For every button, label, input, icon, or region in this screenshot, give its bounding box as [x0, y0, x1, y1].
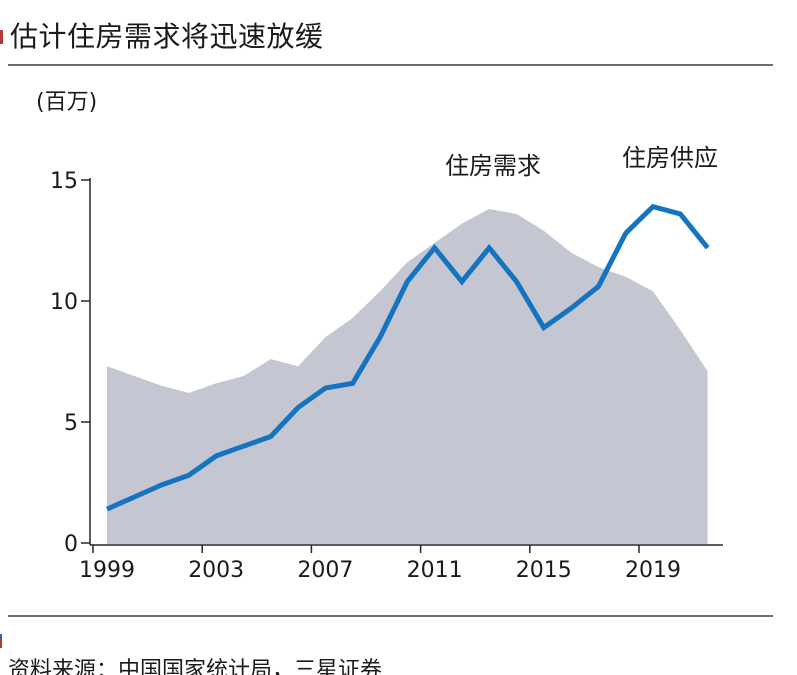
cropped-red-bullet-mark — [0, 30, 3, 44]
x-tick-label: 2011 — [407, 558, 463, 583]
x-tick-label: 1999 — [79, 558, 135, 583]
y-tick-label: 15 — [50, 169, 78, 194]
source-note: 资料来源：中国国家统计局，三星证券 — [8, 658, 383, 675]
housing-demand-area — [107, 209, 708, 544]
y-tick-label: 10 — [50, 290, 78, 315]
housing-supply-line — [105, 203, 710, 512]
footer-divider-line — [8, 615, 773, 617]
x-tick-label: 2015 — [516, 558, 572, 583]
title-divider-line — [8, 64, 773, 66]
series-label-housing-demand: 住房需求 — [445, 152, 541, 180]
series-label-housing-supply: 住房供应 — [622, 144, 718, 172]
chart-title: 估计住房需求将迅速放缓 — [10, 20, 324, 53]
y-axis-unit-label: (百万) — [36, 90, 98, 115]
x-tick-label: 2019 — [625, 558, 681, 583]
y-tick-label: 0 — [64, 532, 78, 557]
cropped-blue-bullet-mark — [0, 634, 2, 640]
cropped-red-bullet-mark-bottom — [0, 640, 2, 648]
y-tick-label: 5 — [64, 411, 78, 436]
x-tick-label: 2007 — [297, 558, 353, 583]
x-tick-label: 2003 — [188, 558, 244, 583]
